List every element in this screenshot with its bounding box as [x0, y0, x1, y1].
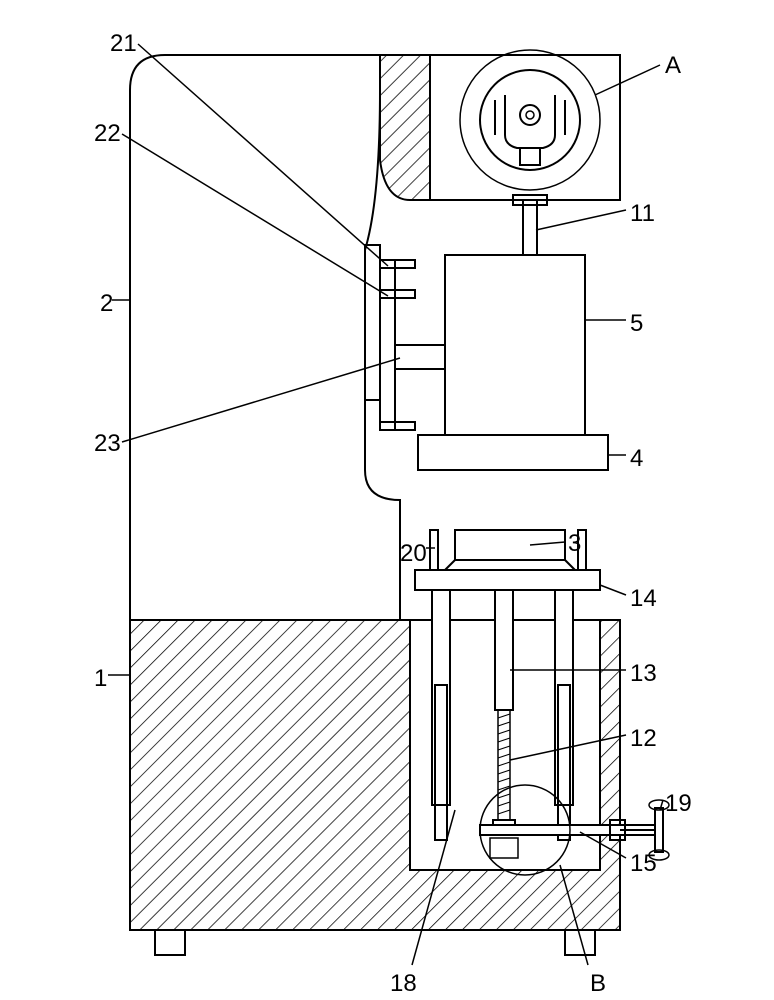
label-22: 22 [94, 120, 121, 148]
label-b: B [590, 970, 606, 998]
label-12: 12 [630, 725, 657, 753]
label-18: 18 [390, 970, 417, 998]
rod-13 [495, 590, 513, 710]
column-body [130, 55, 400, 620]
leader-14 [600, 585, 626, 595]
leader-22 [122, 134, 388, 296]
label-3: 3 [568, 530, 581, 558]
technical-drawing [0, 0, 774, 1000]
leader-21 [138, 44, 388, 266]
leader-11 [536, 210, 626, 230]
leader-a [595, 65, 660, 95]
label-1: 1 [94, 665, 107, 693]
label-23: 23 [94, 430, 121, 458]
label-15: 15 [630, 850, 657, 878]
label-19: 19 [665, 790, 692, 818]
plate-14 [415, 570, 600, 590]
label-4: 4 [630, 445, 643, 473]
label-14: 14 [630, 585, 657, 613]
label-11: 11 [630, 200, 655, 228]
leader-23 [122, 358, 400, 442]
tool-block-5 [445, 255, 585, 435]
label-21: 21 [110, 30, 137, 58]
pin-20-left [430, 530, 438, 570]
leader-3 [530, 542, 565, 545]
label-5: 5 [630, 310, 643, 338]
platen-4 [418, 435, 608, 470]
label-13: 13 [630, 660, 657, 688]
label-a: A [665, 52, 681, 80]
label-20: 20 [400, 540, 427, 568]
connector-23 [395, 345, 445, 369]
rod-11 [523, 200, 537, 255]
head-housing [430, 55, 620, 200]
label-2: 2 [100, 290, 113, 318]
handle-19 [655, 808, 663, 852]
rail-assembly [380, 260, 395, 430]
workpiece-3 [455, 530, 565, 560]
foot-left [155, 930, 185, 955]
